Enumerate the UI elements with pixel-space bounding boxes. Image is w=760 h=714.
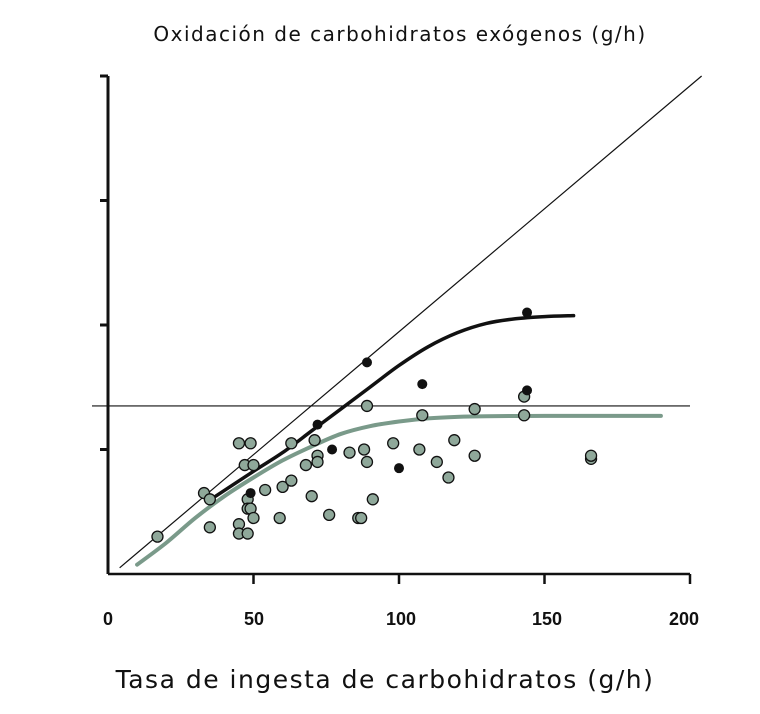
data-point-grey-green xyxy=(244,437,257,450)
x-tick-marks xyxy=(252,574,692,584)
data-point-grey-green xyxy=(355,511,368,525)
data-point-grey-green xyxy=(247,511,260,525)
data-point-grey-green xyxy=(357,443,371,456)
fit-curve-black xyxy=(213,313,576,498)
data-point-grey-green xyxy=(416,409,429,422)
data-point-grey-green xyxy=(360,399,374,413)
x-tick-label: 0 xyxy=(103,609,113,629)
data-point-grey-green xyxy=(151,530,164,543)
data-point-grey-green xyxy=(430,455,443,469)
data-point-grey-green xyxy=(247,458,260,472)
x-tick-label: 100 xyxy=(386,609,416,629)
data-point-grey-green xyxy=(273,511,286,525)
data-point-grey-green xyxy=(285,474,298,487)
data-point-black xyxy=(417,379,428,390)
data-point-grey-green xyxy=(232,437,246,450)
data-point-grey-green xyxy=(517,409,531,422)
fit-curve-grey-green xyxy=(135,413,663,567)
data-point-black xyxy=(361,357,372,368)
chart-title: Oxidación de carbohidratos exógenos (g/h… xyxy=(153,22,646,46)
data-point-grey-green xyxy=(387,437,400,450)
x-tick-label: 50 xyxy=(244,609,264,629)
x-tick-label: 200 xyxy=(669,609,699,629)
data-point-grey-green xyxy=(323,508,336,522)
x-axis-label: Tasa de ingesta de carbohidratos (g/h) xyxy=(115,665,655,694)
data-point-grey-green xyxy=(448,434,461,447)
data-point-grey-green xyxy=(311,455,324,469)
data-point-black xyxy=(245,488,256,499)
data-point-black xyxy=(312,419,323,430)
y-tick-marks xyxy=(100,74,108,451)
data-point-grey-green xyxy=(366,493,379,506)
data-point-black xyxy=(522,385,533,396)
data-point-grey-green xyxy=(360,455,374,469)
data-point-grey-green xyxy=(258,483,272,497)
data-point-grey-green xyxy=(285,437,298,450)
data-point-grey-green xyxy=(413,443,426,456)
data-point-black xyxy=(327,444,338,455)
data-point-grey-green xyxy=(305,490,318,503)
data-point-black xyxy=(394,463,404,474)
data-point-black xyxy=(522,307,533,318)
data-point-grey-green xyxy=(241,527,254,540)
data-point-grey-green xyxy=(203,493,217,506)
data-point-grey-green xyxy=(584,449,598,462)
data-point-grey-green xyxy=(468,402,481,416)
data-point-grey-green xyxy=(468,449,481,462)
data-point-grey-green xyxy=(276,480,289,494)
data-point-grey-green xyxy=(203,521,217,534)
data-point-grey-green xyxy=(442,471,455,484)
data-point-grey-green xyxy=(299,458,313,472)
data-point-grey-green xyxy=(308,434,321,447)
identity-line xyxy=(119,75,703,569)
x-tick-label: 150 xyxy=(532,609,562,629)
data-point-grey-green xyxy=(343,446,356,459)
